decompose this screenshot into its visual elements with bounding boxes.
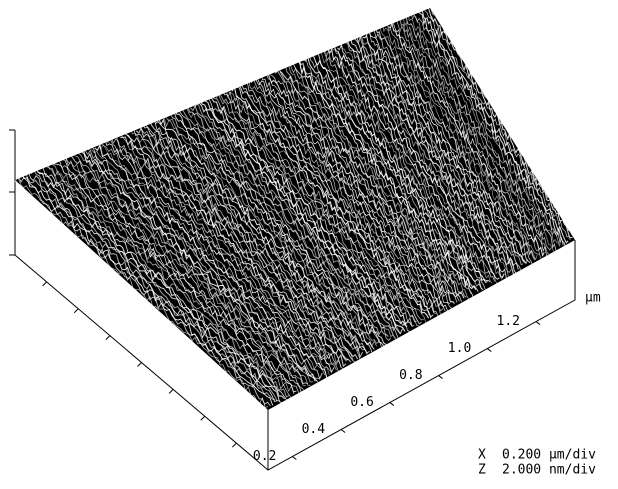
axis-unit: µm (585, 291, 601, 306)
axis-tick-label: 0.6 (350, 395, 373, 410)
scale-axis: Z (478, 463, 486, 478)
axis-tick-label: 0.4 (302, 422, 326, 437)
axis-tick (487, 349, 491, 352)
axis-tick (439, 376, 443, 379)
afm-surface-view: 0.2 0.4 0.6 0.8 1.0 1.2 µm X 0.200 µm/div Z 2… (0, 0, 618, 489)
surface (15, 1, 575, 410)
scale-axis: X (478, 448, 486, 463)
axis-tick (341, 430, 345, 433)
axis-tick-label: 1.2 (497, 314, 520, 329)
axis-tick (536, 322, 540, 325)
axis-tick (390, 403, 394, 406)
base-tick (106, 336, 110, 340)
base-tick (74, 309, 78, 313)
axis-tick-label: 0.2 (253, 449, 276, 464)
base-tick (138, 363, 142, 367)
axis-tick-label: 0.8 (399, 368, 422, 383)
axis-tick-label: 1.0 (448, 341, 471, 356)
base-tick (232, 443, 236, 447)
base-tick (201, 416, 205, 420)
base-tick (169, 389, 173, 393)
scale-value: 2.000 nm/div (502, 463, 596, 478)
surface-fill (15, 8, 575, 410)
scale-value: 0.200 µm/div (502, 448, 596, 463)
base-tick (43, 282, 47, 286)
axis-tick (292, 457, 296, 460)
